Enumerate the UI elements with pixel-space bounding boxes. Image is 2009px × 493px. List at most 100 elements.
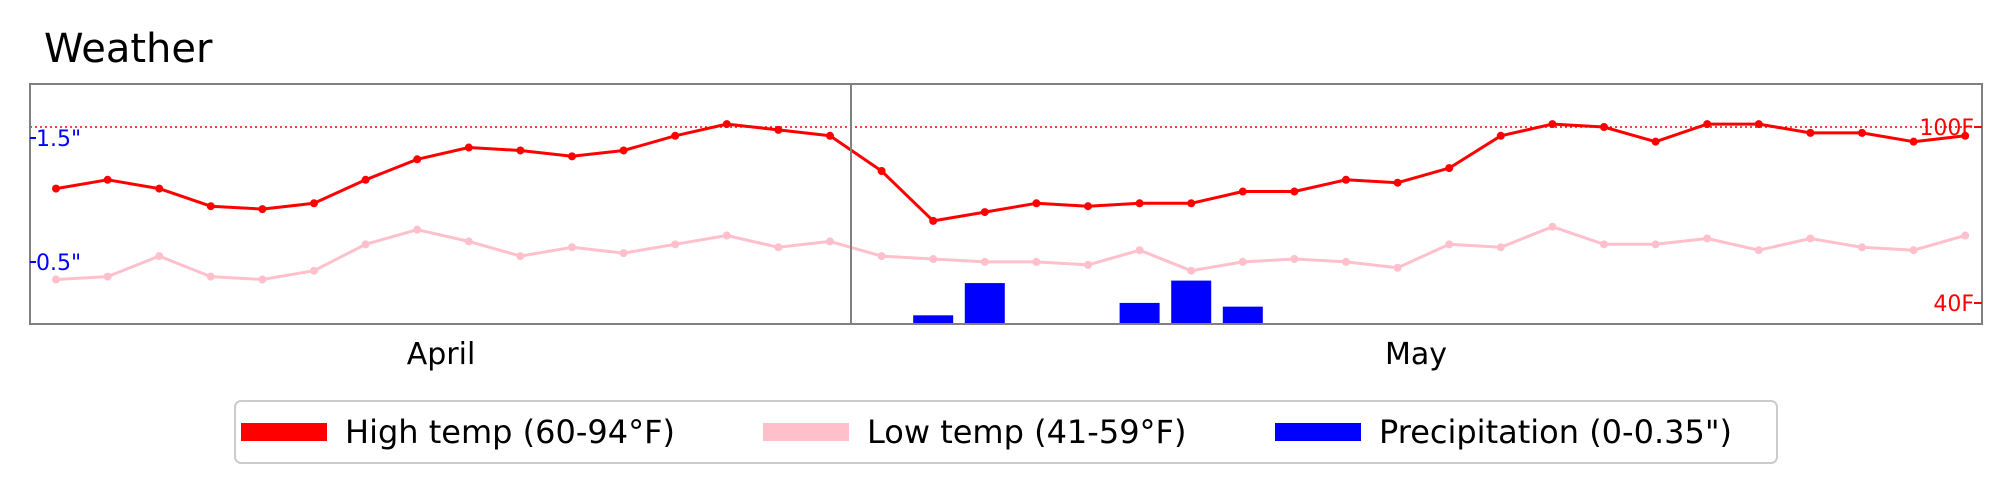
high-temp-point [516, 146, 525, 155]
high-temp-point [361, 175, 370, 184]
month-label-april: April [407, 337, 476, 372]
temp-tick-label: 100F [1919, 116, 1974, 141]
low-temp-point [1548, 222, 1557, 231]
low-temp-line [55, 225, 1966, 281]
high-temp-point [310, 199, 318, 208]
high-temp-point [103, 175, 112, 184]
high-temp-point [671, 131, 680, 140]
temp-tick-label: 40F [1933, 292, 1974, 317]
low-temp-point [980, 257, 989, 266]
high-temp-point [1032, 199, 1041, 208]
low-temp-point [103, 272, 112, 281]
high-temp-point [722, 120, 731, 129]
low-temp-point [1496, 243, 1505, 252]
low-temp-point [206, 272, 215, 281]
high-temp-point [1754, 120, 1763, 129]
low-temp-point [877, 252, 886, 261]
precip-bar [964, 283, 1005, 324]
legend-box [234, 400, 1778, 464]
low-temp-point [310, 266, 318, 275]
high-temp-point [206, 202, 215, 211]
high-temp-point [1651, 137, 1660, 146]
high-temp-point [1135, 199, 1144, 208]
high-temp-point [619, 146, 628, 155]
high-temp-point [1342, 175, 1350, 184]
high-temp-point [1548, 120, 1557, 129]
legend-label-high: High temp (60-94°F) [345, 413, 675, 451]
high-temp-point [1858, 128, 1866, 137]
high-temp-point [1496, 131, 1505, 140]
low-temp-point [1393, 263, 1402, 272]
high-temp-point [258, 205, 267, 214]
high-temp-point [929, 216, 938, 225]
high-temp-point [877, 167, 886, 175]
low-temp-point [1600, 240, 1608, 249]
high-temp-point [1238, 187, 1247, 196]
low-temp-point [258, 275, 267, 284]
high-temp-point [568, 152, 576, 161]
low-temp-point [619, 249, 628, 258]
low-temp-point [413, 225, 422, 234]
chart-title: Weather [44, 26, 213, 72]
low-temp-point [1703, 234, 1712, 243]
high-temp-point [1806, 128, 1815, 137]
precip-tick-label: 1.5" [36, 127, 81, 152]
low-temp-point [722, 231, 731, 240]
legend-swatch-high [241, 423, 327, 441]
plot-frame [29, 83, 1983, 325]
precip-tick-label: 0.5" [36, 251, 81, 276]
low-temp-point [155, 252, 164, 261]
low-temp-point [1135, 246, 1144, 255]
high-temp-point [1703, 120, 1712, 129]
low-temp-point [1909, 246, 1918, 255]
high-temp-point [1600, 123, 1608, 131]
low-temp-point [1238, 257, 1247, 266]
high-temp-point [155, 184, 164, 193]
low-temp-point [568, 243, 576, 252]
low-temp-point [1858, 243, 1866, 252]
precip-axis: 1.5" 0.5" [30, 127, 81, 276]
high-temp-point [1290, 187, 1299, 196]
plot-area [30, 120, 1982, 324]
low-temp-point [929, 255, 938, 263]
precip-bar [913, 315, 954, 324]
high-temp-point [1909, 137, 1918, 146]
high-temp-point [1445, 164, 1454, 173]
high-temp-point [413, 155, 422, 164]
legend-label-precip: Precipitation (0-0.35") [1379, 413, 1732, 451]
precip-bar [1171, 280, 1212, 324]
temp-axis: 100F 40F [1919, 116, 1982, 317]
high-temp-point [1084, 202, 1092, 211]
high-temp-point [1961, 131, 1970, 140]
legend-swatch-precip [1275, 423, 1361, 441]
low-temp-point [1187, 266, 1196, 275]
low-temp-point [361, 240, 370, 249]
high-temp-point [774, 125, 783, 134]
precip-bar [1222, 306, 1263, 324]
high-temp-point [464, 143, 473, 152]
low-temp-point [1084, 260, 1092, 269]
precip-bar [1119, 302, 1160, 324]
legend: High temp (60-94°F) Low temp (41-59°F) P… [234, 400, 1778, 464]
legend-swatch-low [763, 423, 849, 441]
low-temp-point [774, 243, 783, 252]
low-temp-point [1342, 257, 1350, 266]
low-temp-point [671, 240, 680, 249]
high-temp-line [55, 122, 1966, 223]
month-label-may: May [1385, 337, 1447, 372]
high-temp-point [1187, 199, 1196, 208]
low-temp-point [516, 252, 525, 261]
low-temp-point [1651, 240, 1660, 249]
low-temp-point [1961, 231, 1970, 240]
low-temp-point [464, 237, 473, 246]
high-temp-point [52, 184, 60, 193]
high-temp-point [1393, 178, 1402, 187]
low-temp-point [826, 237, 834, 246]
low-temp-point [1445, 240, 1454, 249]
low-temp-point [1032, 257, 1041, 266]
low-temp-point [1290, 255, 1299, 263]
legend-label-low: Low temp (41-59°F) [867, 413, 1186, 451]
high-temp-point [826, 131, 834, 140]
low-temp-point [52, 275, 60, 284]
